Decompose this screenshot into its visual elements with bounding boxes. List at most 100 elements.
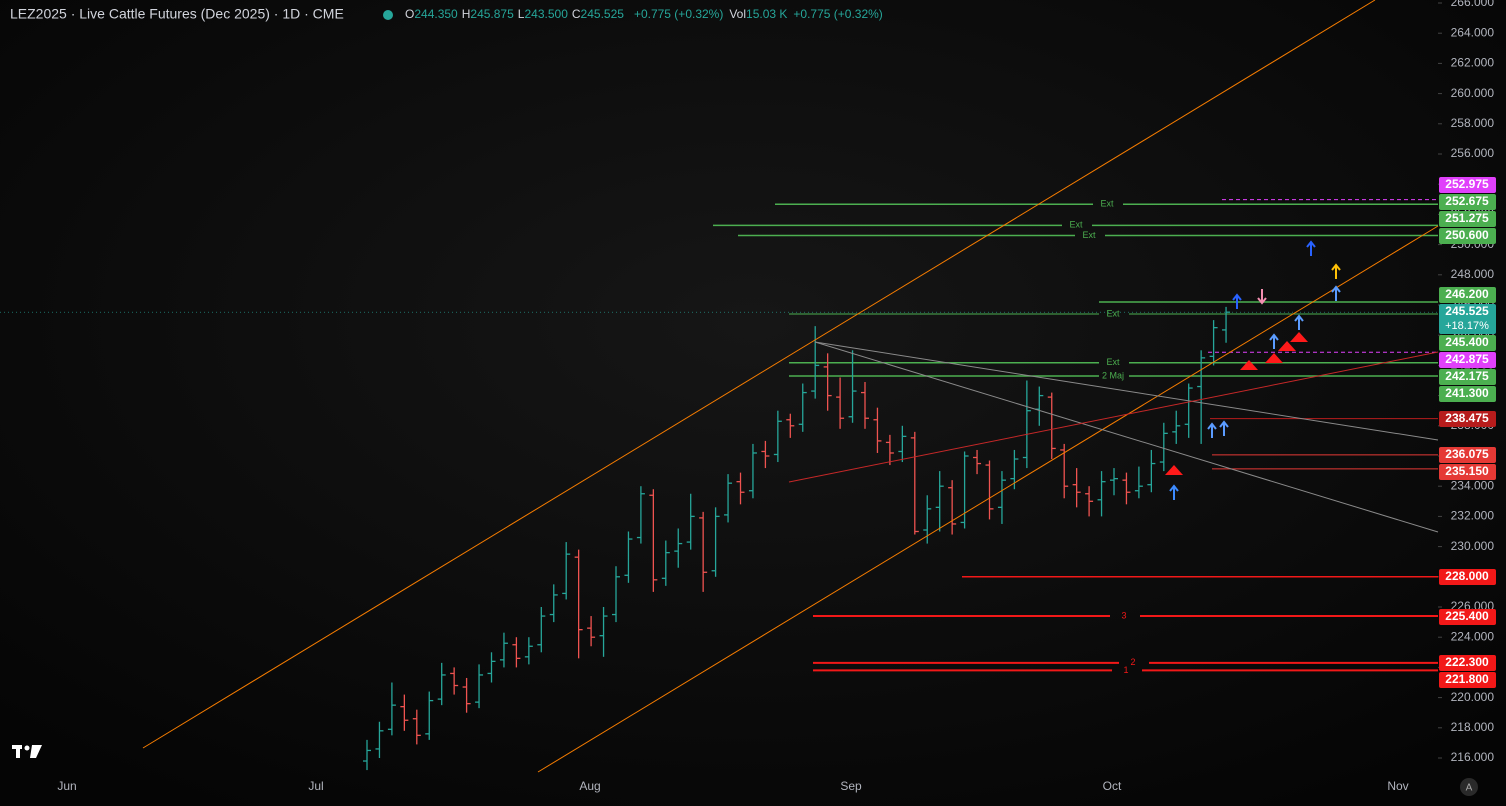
ohlc-bar [624, 531, 633, 583]
y-tick-label: 264.000 [1451, 25, 1495, 39]
legend-value: 243.500 [524, 7, 568, 21]
ohlc-bar [412, 709, 421, 745]
price-tag-label: 250.600 [1445, 228, 1489, 242]
ohlc-bar [948, 480, 957, 535]
price-tag [1439, 369, 1496, 385]
ohlc-bar [425, 691, 434, 740]
legend-value: 245.525 [581, 7, 625, 21]
legend-value: +0.775 (+0.32%) [793, 7, 882, 21]
price-tag-label: 242.175 [1445, 369, 1489, 383]
ohlc-bar [736, 472, 745, 505]
price-tag [1439, 177, 1496, 193]
price-tag-label: 236.075 [1445, 447, 1489, 461]
signal-arrow [1257, 289, 1267, 305]
signal-arrow [1232, 293, 1242, 309]
legend-key: H [462, 7, 471, 21]
y-tick-label: 260.000 [1451, 86, 1495, 100]
level-note: Ext [1082, 230, 1096, 240]
price-tag-label: 235.150 [1445, 464, 1489, 478]
ohlc-bar [699, 511, 708, 592]
level-note: 1 [1123, 665, 1128, 675]
symbol-title[interactable]: LEZ2025 · Live Cattle Futures (Dec 2025)… [10, 6, 344, 22]
legend-value: +0.775 (+0.32%) [634, 7, 723, 21]
trend-line [814, 341, 1439, 441]
price-tag [1439, 609, 1496, 625]
ohlc-bar [1047, 392, 1056, 460]
legend-key: L [518, 7, 525, 21]
auto-scale-label[interactable]: A [1466, 783, 1473, 794]
price-tag-label: 238.475 [1445, 411, 1489, 425]
price-tag [1439, 411, 1496, 427]
price-tag [1439, 569, 1496, 585]
ohlc-bar [1172, 410, 1181, 444]
y-tick-label: 216.000 [1451, 750, 1495, 764]
level-note: Ext [1106, 357, 1120, 367]
price-tag [1439, 352, 1496, 368]
ohlc-bar [1097, 471, 1106, 517]
ohlc-bar [1122, 472, 1131, 505]
ohlc-bar [1197, 350, 1206, 444]
logo-part [30, 745, 42, 758]
y-tick-label: 262.000 [1451, 56, 1495, 70]
market-status [383, 10, 393, 20]
signal-arrow [1269, 333, 1279, 349]
level-note: 3 [1121, 610, 1126, 620]
signal-arrow [1207, 422, 1217, 438]
ohlc-bar [587, 616, 596, 647]
price-tag-label: 221.800 [1445, 672, 1489, 686]
tv-logo [12, 745, 42, 758]
ohlc-bar [935, 471, 944, 532]
ohlc-bar [636, 486, 645, 544]
ohlc-bar [599, 607, 608, 657]
auto-scale-button[interactable] [1460, 778, 1478, 796]
x-tick-label: Oct [1103, 779, 1122, 793]
ohlc-bar [450, 667, 459, 695]
y-tick-label: 256.000 [1451, 146, 1495, 160]
ohlc-bar [475, 664, 484, 709]
legend-key: O [405, 7, 414, 21]
signal-arrow [1331, 263, 1341, 279]
level-note: 2 Maj [1102, 370, 1124, 380]
ohlc-bar [549, 584, 558, 623]
ohlc-bar [375, 721, 384, 758]
price-tag [1439, 655, 1496, 671]
y-tick-label: 230.000 [1451, 539, 1495, 553]
price-tag-label: 251.275 [1445, 211, 1489, 225]
ohlc-bar [761, 440, 770, 469]
ohlc-bar [786, 413, 795, 438]
ohlc-bar [612, 566, 620, 623]
legend-key: C [572, 7, 581, 21]
signal-arrow [1219, 420, 1229, 436]
ohlc-bar [836, 377, 845, 429]
price-tag [1439, 304, 1496, 334]
x-tick-label: Jul [308, 779, 323, 793]
price-tag-label: 246.200 [1445, 287, 1489, 301]
price-tag [1439, 287, 1496, 303]
ohlc-bar [1085, 486, 1094, 517]
ohlc-bar [885, 434, 894, 466]
y-tick-label: 258.000 [1451, 116, 1495, 130]
ohlc-bar [873, 407, 882, 453]
ohlc-bar [1110, 468, 1118, 496]
y-tick-label: 224.000 [1451, 629, 1495, 643]
legend-key: Vol [729, 7, 746, 21]
ohlc-bar [1072, 468, 1081, 508]
legend-value: 245.875 [470, 7, 514, 21]
price-tag [1439, 228, 1496, 244]
legend-value: 15.03 K [746, 7, 787, 21]
signal-triangle [1165, 465, 1183, 475]
ohlc-bar [861, 382, 869, 429]
price-tag-label: 241.300 [1445, 386, 1489, 400]
price-tag-label: 245.525 [1445, 304, 1489, 318]
y-tick-label: 218.000 [1451, 720, 1495, 734]
price-tag-label: 225.400 [1445, 609, 1489, 623]
y-tick-label: 266.000 [1451, 0, 1495, 9]
ohlc-bar [748, 443, 757, 499]
price-tag-label: 252.975 [1445, 177, 1489, 191]
trend-line [788, 351, 1439, 483]
legend-value: 244.350 [414, 7, 458, 21]
price-tag-label: 242.875 [1445, 352, 1489, 366]
logo-part [24, 745, 30, 751]
